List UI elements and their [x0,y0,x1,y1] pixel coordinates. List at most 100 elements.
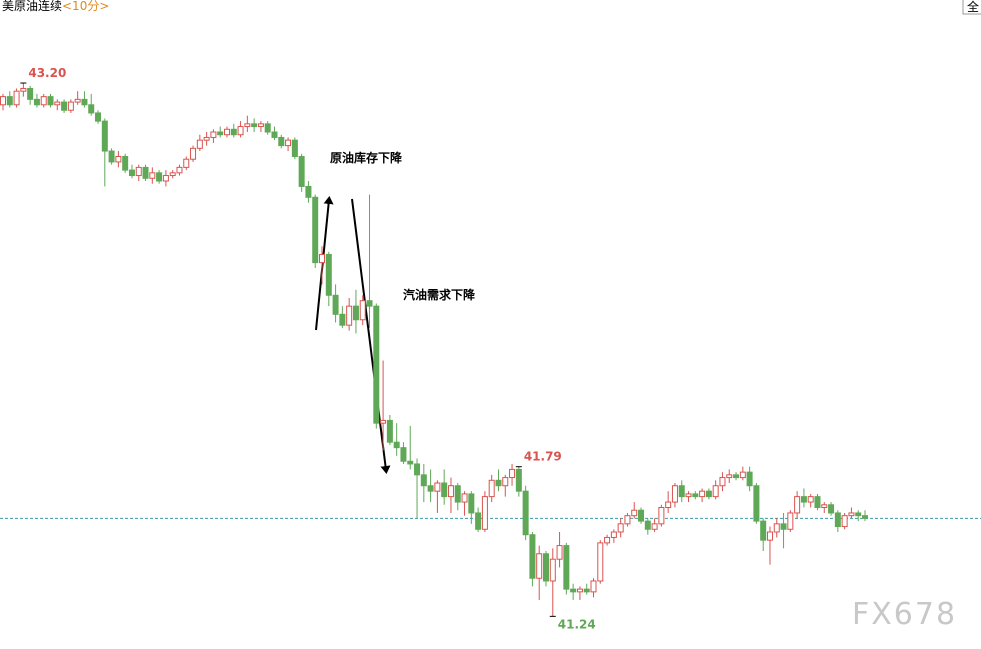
candle-body [651,523,658,530]
candle-body [583,588,590,593]
candle-body [47,96,54,106]
candle-body [352,305,359,321]
candle-body [427,485,434,492]
candle-body [74,98,81,103]
candle-body [407,460,414,465]
arrow-down [351,198,391,474]
candle-body [807,496,814,503]
extreme-label: 43.20 [28,66,66,80]
candle-body [814,496,821,509]
corner-button[interactable]: 全 [967,0,979,14]
candle-body [176,166,183,174]
candle-body [495,479,502,487]
candle-body [142,166,149,179]
candle-body [536,553,543,579]
candle-body [705,490,712,498]
candle-body [339,313,346,326]
candle-body [447,485,454,498]
candle-body [488,479,495,498]
candle-body [468,493,475,514]
candle-body [671,485,678,503]
candle-body [285,139,292,147]
candle-body [332,294,339,315]
candle-body [726,474,733,479]
candle-body [502,477,509,487]
candle-body [766,531,773,541]
period-selector[interactable]: <10分> [62,0,109,13]
candle-body [291,139,298,157]
candle-body [33,98,40,106]
candle-body [61,101,68,111]
candle-body [848,512,855,517]
candle-body [81,98,88,106]
candle-body [162,175,169,182]
candle-body [27,87,34,100]
candle-body [712,485,719,498]
candle-body [570,588,577,593]
candle-body [509,468,516,479]
candle-body [0,96,6,106]
chart-title: 美原油连续 [2,0,62,13]
candle-body [441,482,448,498]
candle-body [380,419,387,424]
candle-body [373,305,380,424]
candle-body [101,120,108,152]
candle-body [196,139,203,149]
candle-body [108,150,115,163]
candle-body [217,131,224,136]
candle-body [454,485,461,503]
corner-button-box[interactable] [962,0,981,15]
candle-body [733,474,740,479]
candle-body [40,96,47,106]
candle-body [251,123,258,128]
candle-body [638,509,645,522]
candle-body [135,166,142,177]
candle-body [549,558,556,582]
candle-body [753,485,760,522]
candle-body [366,300,373,307]
candle-body [522,490,529,536]
candle-body [481,496,488,530]
candle-body [156,172,163,182]
candle-body [631,509,638,517]
candle-body [210,131,217,138]
candle-body [95,112,102,122]
candle-body [794,496,801,514]
candle-body [346,305,353,326]
candle-body [128,169,135,177]
candle-body [264,123,271,133]
candle-body [780,523,787,530]
candle-body [542,553,549,582]
candle-body [223,128,230,136]
candle-body [590,580,597,593]
candle-body [678,485,685,498]
extreme-label: 41.79 [524,450,562,464]
candle-body [604,536,611,544]
extreme-label: 41.24 [558,617,596,631]
candle-body [855,512,862,517]
candle-body [556,545,563,560]
candle-body [203,136,210,141]
candle-body [20,87,27,92]
candle-body [834,512,841,528]
candle-body [828,504,835,514]
candle-body [271,131,278,138]
candle-body [393,441,400,449]
candle-body [624,515,631,525]
candle-body [746,471,753,487]
candle-body [475,512,482,530]
candle-body [597,542,604,582]
candle-body [862,515,868,519]
candle-body [386,419,393,443]
candle-body [183,158,190,168]
candle-body [244,123,251,128]
candle-body [617,523,624,533]
candle-body [278,136,285,147]
candle-body [359,300,366,321]
candle-body [787,512,794,530]
candle-body [190,147,197,160]
candle-body [800,496,807,503]
candle-body [230,128,237,136]
annotation: 汽油需求下降 [403,287,476,302]
candle-body [169,172,176,177]
